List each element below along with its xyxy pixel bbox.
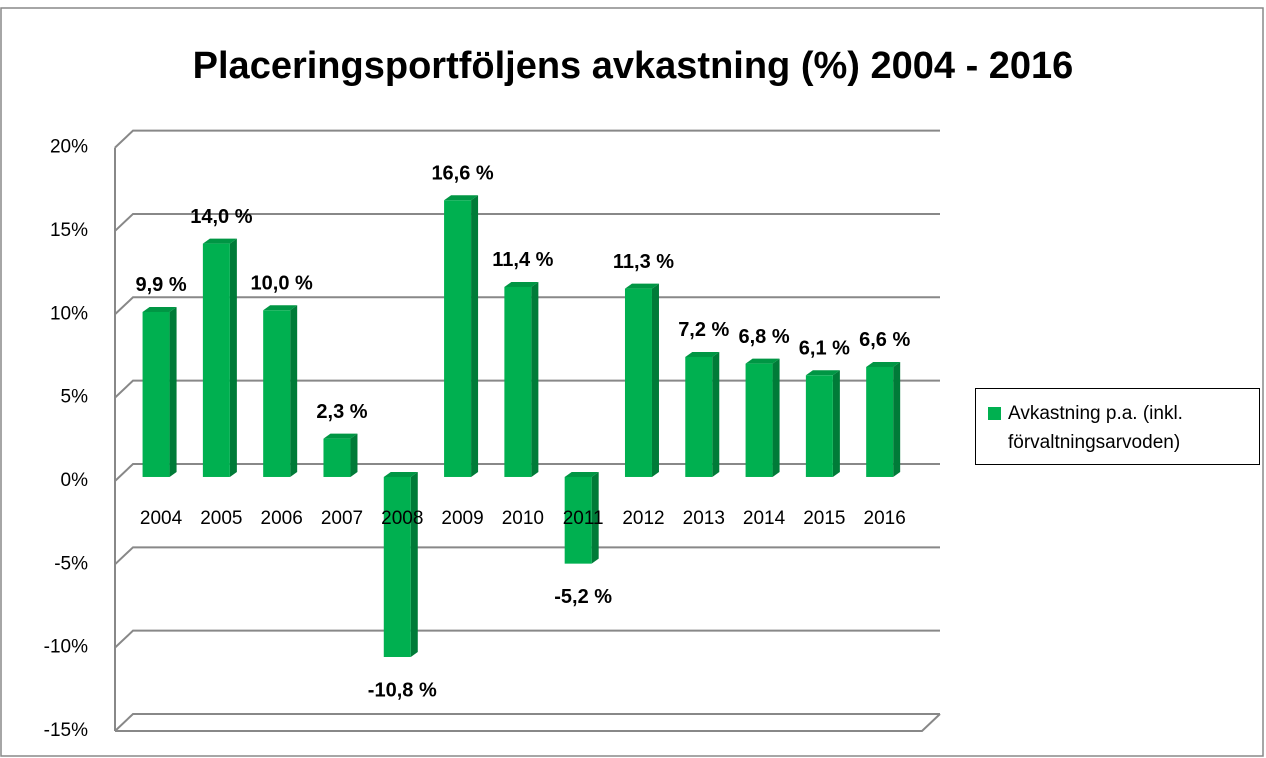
y-tick-label: 15% — [50, 220, 88, 241]
bar-top — [685, 351, 720, 357]
x-tick-label: 2004 — [140, 508, 183, 529]
bar — [263, 310, 291, 477]
value-label: 14,0 % — [190, 206, 252, 228]
bar — [444, 200, 472, 477]
bar-top — [444, 195, 479, 201]
bar — [564, 476, 592, 564]
chart-title: Placeringsportföljens avkastning (%) 200… — [193, 45, 1074, 87]
bar-side — [169, 306, 177, 477]
x-tick-label: 2009 — [441, 508, 483, 529]
bar-top — [323, 433, 358, 439]
x-tick-label: 2006 — [261, 508, 303, 529]
y-tick-label: 10% — [50, 303, 88, 324]
grid-line — [114, 629, 940, 649]
bar-side — [229, 238, 237, 477]
bar-top — [202, 238, 237, 244]
legend-label: Avkastning p.a. (inkl. förvaltningsarvod… — [1008, 403, 1183, 453]
y-tick-label: 5% — [61, 387, 89, 408]
bar-side — [772, 358, 780, 477]
y-tick-label: -5% — [54, 553, 88, 574]
bar-side — [712, 351, 720, 477]
bar-top — [624, 283, 659, 289]
value-label: -5,2 % — [554, 586, 612, 608]
x-tick-label: 2013 — [683, 508, 725, 529]
bar-top — [745, 358, 780, 364]
value-label: 6,1 % — [799, 338, 850, 360]
bar — [866, 366, 894, 477]
x-tick-label: 2010 — [502, 508, 544, 529]
bar-side — [410, 471, 418, 657]
value-label: 6,8 % — [738, 326, 789, 348]
bar-side — [832, 370, 840, 477]
bar — [323, 438, 351, 477]
bar — [745, 363, 773, 477]
grid-line — [114, 546, 940, 566]
y-tick-label: 0% — [61, 470, 89, 491]
value-label: 6,6 % — [859, 329, 910, 351]
grid-line — [114, 129, 940, 149]
grid-line — [114, 462, 940, 482]
bar-side — [893, 361, 901, 477]
x-tick-label: 2014 — [743, 508, 786, 529]
bar-side — [651, 283, 659, 477]
x-tick-label: 2007 — [321, 508, 363, 529]
value-label: 16,6 % — [431, 163, 493, 185]
grid-line — [114, 212, 940, 232]
legend: Avkastning p.a. (inkl. förvaltningsarvod… — [975, 388, 1260, 465]
x-tick-label: 2015 — [803, 508, 845, 529]
bar — [383, 476, 411, 657]
x-tick-label: 2008 — [381, 508, 423, 529]
value-label: 9,9 % — [135, 274, 186, 296]
value-label: 10,0 % — [251, 273, 313, 295]
bar — [624, 288, 652, 477]
bar — [805, 375, 833, 477]
grid-line — [114, 379, 940, 399]
x-tick-label: 2012 — [622, 508, 664, 529]
bar — [202, 243, 230, 477]
bar-top — [866, 361, 901, 367]
bar-top — [564, 471, 599, 477]
bar-top — [383, 471, 418, 477]
bar-top — [805, 370, 840, 376]
bar — [504, 286, 532, 477]
bar-side — [531, 281, 539, 477]
x-tick-label: 2016 — [864, 508, 906, 529]
x-tick-label: 2005 — [200, 508, 242, 529]
bar — [685, 356, 713, 477]
value-label: -10,8 % — [368, 679, 437, 701]
bar-side — [591, 471, 599, 564]
y-tick-label: -10% — [44, 637, 88, 658]
grid-line — [114, 296, 940, 316]
bar-side — [290, 305, 298, 477]
floor — [115, 713, 941, 732]
value-label: 11,3 % — [613, 251, 674, 273]
legend-swatch — [988, 407, 1001, 420]
grid-line — [114, 713, 940, 732]
bar-side — [350, 433, 358, 477]
x-tick-label: 2011 — [563, 508, 604, 529]
value-label: 7,2 % — [678, 319, 729, 341]
bar-top — [142, 306, 177, 312]
bar-side — [471, 195, 479, 477]
bar-top — [504, 281, 539, 287]
y-tick-label: 20% — [50, 137, 88, 158]
bar — [142, 311, 170, 477]
y-tick-label: -15% — [44, 720, 88, 741]
value-label: 11,4 % — [492, 249, 553, 271]
bar-top — [263, 305, 298, 311]
value-label: 2,3 % — [316, 401, 367, 423]
